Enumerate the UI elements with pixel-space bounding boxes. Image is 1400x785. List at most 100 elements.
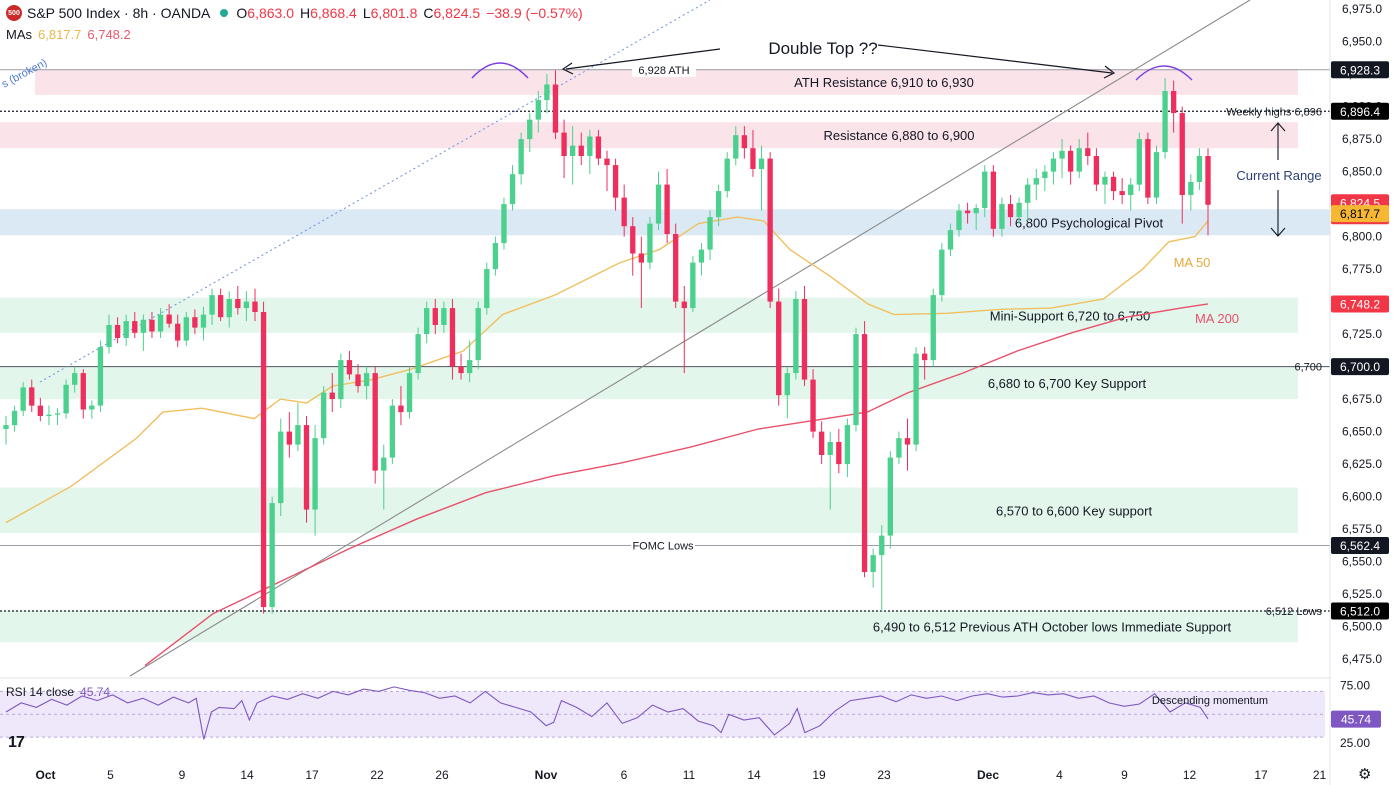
candle-body: [664, 184, 670, 234]
trendlines-layer: [39, 0, 1251, 677]
price-axis: 6,975.06,950.06,925.06,900.06,875.06,850…: [1329, 0, 1389, 785]
candle-body: [123, 321, 129, 338]
price-badge: [1331, 358, 1389, 376]
rsi-pane: Descending momentum: [0, 677, 1330, 740]
price-badge-value: 6,896.4: [1340, 105, 1380, 119]
candle-body: [793, 299, 799, 374]
candle-body: [1170, 91, 1177, 114]
candle-body: [1016, 202, 1022, 218]
ma200-label: MA 200: [1195, 311, 1239, 326]
level-label: 6,928 ATH: [638, 65, 689, 77]
arrow-down-icon: [1270, 227, 1286, 237]
candle-body: [879, 535, 885, 556]
y-tick-label: 6,575.0: [1342, 522, 1382, 536]
candle-body: [501, 204, 507, 244]
candle-body: [295, 425, 301, 445]
candle-body: [157, 314, 164, 332]
candle-body: [1050, 158, 1057, 172]
rsi-badge: [1331, 710, 1381, 728]
candle-body: [200, 314, 207, 328]
candle-body: [973, 208, 979, 214]
candle-body: [278, 431, 284, 504]
candle-body: [381, 457, 387, 471]
candle-body: [140, 319, 147, 333]
x-tick-label: Oct: [35, 768, 55, 782]
price-badge: [1331, 536, 1389, 554]
candle-body: [183, 317, 189, 341]
open-value: 6,863.0: [247, 5, 294, 21]
candle-body: [312, 438, 318, 510]
rsi-line: [5, 686, 1209, 740]
candle-body: [724, 158, 730, 192]
level-label: Weekly highs 6,896: [1226, 106, 1322, 118]
zone-label: Resistance 6,880 to 6,900: [823, 128, 974, 143]
x-tick-label: 14: [240, 768, 254, 782]
rsi-tick-label: 25.00: [1340, 736, 1370, 750]
candle-body: [114, 325, 121, 338]
candle-body: [449, 308, 456, 367]
candle-body: [166, 314, 172, 324]
tradingview-logo[interactable]: 17: [8, 734, 25, 751]
zones-layer: ATH Resistance 6,910 to 6,930 Resistance …: [0, 68, 1330, 643]
candle-body: [964, 210, 971, 214]
ma50-label: MA 50: [1174, 255, 1211, 270]
chart-header: 500 S&P 500 Index · 8h · OANDA O 6,863.0 …: [0, 0, 700, 50]
candle-body: [54, 413, 61, 415]
candle-body: [887, 457, 893, 536]
double-top-arc-left: [471, 62, 529, 79]
candle-body: [97, 347, 104, 406]
level-label: 6,512 Lows: [1266, 606, 1323, 618]
candle-body: [690, 262, 696, 309]
x-tick-label: 5: [107, 768, 114, 782]
candle-body: [11, 410, 18, 426]
gear-icon[interactable]: ⚙: [1358, 766, 1372, 783]
candle-body: [89, 405, 95, 410]
candle-body: [715, 191, 722, 218]
price-badge-value: 6,512.0: [1340, 605, 1380, 619]
candle-body: [338, 360, 344, 400]
candle-body: [621, 197, 627, 227]
candle-body: [63, 384, 69, 414]
candle-body: [226, 299, 232, 318]
candle-body: [1102, 176, 1108, 185]
candle-body: [587, 136, 593, 156]
candle-body: [106, 325, 112, 348]
candle-body: [372, 373, 378, 471]
candle-body: [990, 171, 997, 229]
candle-body: [217, 295, 224, 318]
price-badge-value: 6,700.0: [1340, 360, 1380, 374]
x-tick-label: 17: [305, 768, 319, 782]
y-tick-label: 6,725.0: [1342, 327, 1382, 341]
x-tick-label: 9: [179, 768, 186, 782]
candle-body: [1025, 184, 1031, 203]
y-tick-label: 6,625.0: [1342, 457, 1382, 471]
price-badge: [1331, 61, 1389, 79]
candle-body: [303, 425, 310, 510]
candle-body: [1110, 176, 1117, 192]
candle-body: [346, 360, 353, 375]
zone-support: [0, 297, 1298, 333]
candle-body: [741, 135, 748, 149]
candle-body: [1196, 156, 1203, 182]
symbol-title[interactable]: S&P 500 Index · 8h · OANDA: [27, 5, 211, 21]
rsi-label[interactable]: RSI 14 close: [6, 685, 75, 699]
candle-body: [561, 132, 567, 156]
zone-label: 6,490 to 6,512 Previous ATH October lows…: [873, 620, 1232, 635]
candle-body: [956, 210, 962, 231]
low-label: L: [362, 5, 371, 21]
mas-label[interactable]: MAs: [6, 27, 32, 42]
candle-body: [466, 360, 473, 374]
x-tick-label: 14: [747, 768, 761, 782]
candle-body: [458, 366, 464, 374]
candle-body: [810, 379, 816, 432]
candle-body: [518, 139, 524, 175]
candle-body: [939, 249, 945, 296]
candle-body: [29, 387, 35, 406]
candle-body: [758, 158, 765, 169]
rising-trendline: [129, 0, 1251, 677]
candle-body: [647, 223, 653, 263]
candle-body: [870, 555, 876, 572]
rsi-tick-label: 75.00: [1340, 679, 1370, 693]
candle-body: [630, 226, 636, 254]
